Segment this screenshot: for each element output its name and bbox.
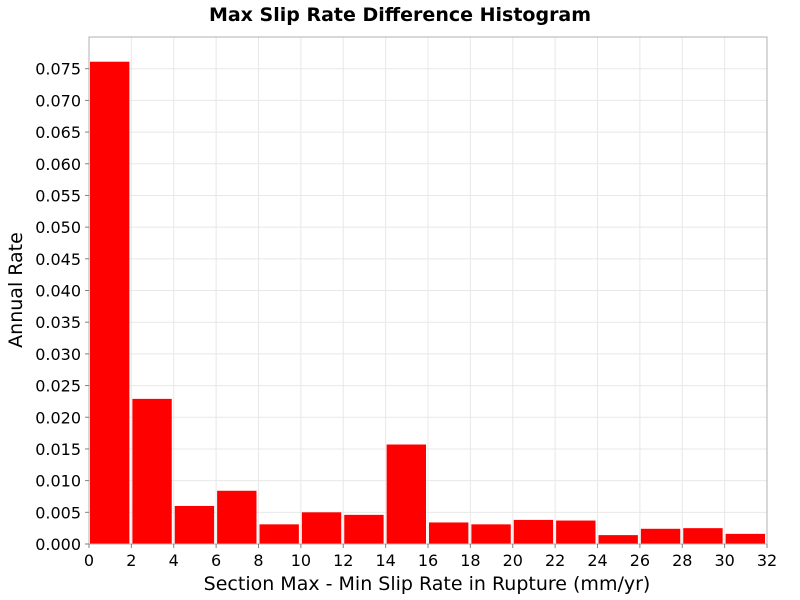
- histogram-bar: [513, 519, 554, 544]
- histogram-bar: [259, 524, 299, 544]
- y-tick-label: 0.015: [35, 440, 81, 459]
- y-axis-ticks: 0.000 0.005 0.010 0.015 0.020 0.025 0.030 0.035…: [35, 60, 89, 554]
- histogram-bar: [90, 61, 130, 545]
- y-tick-label: 0.055: [35, 186, 81, 205]
- x-tick-label: 14: [375, 551, 395, 570]
- y-tick-label: 0.070: [35, 91, 81, 110]
- y-tick-label: 0.010: [35, 472, 81, 491]
- y-tick-label: 0.065: [35, 123, 81, 142]
- y-tick-label: 0.005: [35, 503, 81, 522]
- y-tick-label: 0.020: [35, 408, 81, 427]
- histogram-bar: [556, 520, 596, 544]
- histogram-bar: [640, 528, 681, 544]
- y-tick-label: 0.060: [35, 155, 81, 174]
- y-tick-label: 0.000: [35, 535, 81, 554]
- x-tick-label: 22: [545, 551, 565, 570]
- x-tick-label: 24: [587, 551, 607, 570]
- histogram-bar: [132, 398, 172, 544]
- x-tick-label: 10: [291, 551, 311, 570]
- x-tick-label: 20: [503, 551, 523, 570]
- y-tick-label: 0.030: [35, 345, 81, 364]
- y-axis-label: Annual Rate: [5, 232, 27, 348]
- x-tick-label: 2: [126, 551, 136, 570]
- x-tick-label: 26: [630, 551, 650, 570]
- x-axis-label: Section Max - Min Slip Rate in Rupture (…: [204, 573, 651, 595]
- x-tick-label: 0: [84, 551, 94, 570]
- x-tick-label: 28: [672, 551, 692, 570]
- x-tick-label: 32: [757, 551, 777, 570]
- x-tick-label: 18: [460, 551, 480, 570]
- chart-title: Max Slip Rate Difference Histogram: [209, 4, 591, 26]
- y-tick-label: 0.025: [35, 377, 81, 396]
- x-tick-label: 30: [714, 551, 734, 570]
- histogram-bar: [174, 505, 215, 544]
- histogram-bar: [683, 528, 723, 544]
- histogram-bar: [386, 444, 426, 544]
- y-tick-label: 0.045: [35, 250, 81, 269]
- y-tick-label: 0.075: [35, 60, 81, 79]
- y-tick-label: 0.050: [35, 218, 81, 237]
- histogram-bar: [471, 524, 511, 544]
- x-tick-label: 6: [211, 551, 221, 570]
- x-tick-label: 8: [253, 551, 263, 570]
- x-axis-ticks: 0 2 4 6 8 10 12 14 16 18 20 22 24 26 28 30 32: [84, 544, 777, 570]
- histogram-bar: [344, 514, 384, 544]
- histogram-bar: [217, 490, 257, 544]
- bars: [90, 61, 765, 545]
- histogram-bar: [598, 535, 638, 544]
- histogram-bar: [429, 522, 469, 544]
- histogram-bar: [301, 512, 342, 544]
- x-tick-label: 16: [418, 551, 438, 570]
- grid-lines: [89, 37, 767, 544]
- y-tick-label: 0.040: [35, 282, 81, 301]
- y-tick-label: 0.035: [35, 313, 81, 332]
- x-tick-label: 12: [333, 551, 353, 570]
- x-tick-label: 4: [169, 551, 179, 570]
- histogram-bar: [725, 533, 765, 544]
